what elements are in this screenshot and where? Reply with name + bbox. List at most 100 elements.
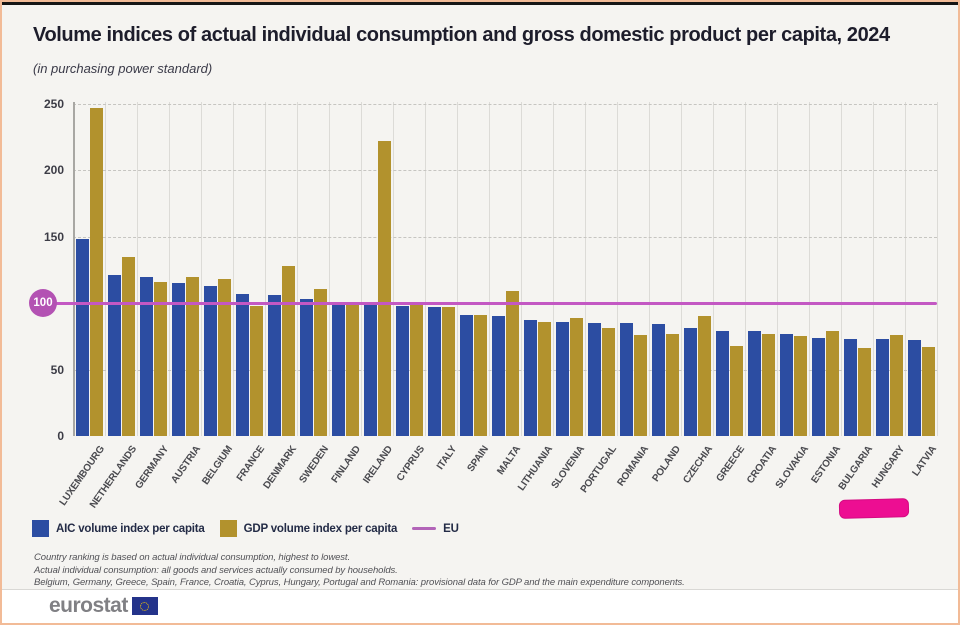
vertical-gridline (873, 102, 874, 436)
bar-gdp-bulgaria (857, 348, 871, 436)
bar-gdp-sweden (313, 288, 327, 436)
bar-gdp-greece (729, 345, 743, 436)
bar-gdp-czechia (697, 316, 711, 436)
vertical-gridline (361, 102, 362, 436)
eu-reference-line (50, 302, 937, 306)
bar-gdp-italy (441, 307, 455, 436)
vertical-gridline (105, 102, 106, 436)
legend-item-aic: AIC volume index per capita (32, 520, 205, 537)
bar-aic-cyprus (396, 305, 409, 436)
eu-100-badge: 100 (29, 289, 57, 318)
bar-gdp-latvia (921, 347, 935, 436)
bar-aic-finland (332, 301, 345, 436)
vertical-gridline (169, 102, 170, 436)
vertical-gridline (937, 102, 938, 436)
vertical-gridline (201, 102, 202, 436)
bar-gdp-ireland (377, 141, 391, 436)
bar-gdp-slovenia (569, 317, 583, 436)
bar-aic-greece (716, 331, 729, 436)
bar-aic-estonia (812, 337, 825, 436)
bar-gdp-malta (505, 291, 519, 436)
bar-gdp-luxembourg (89, 107, 103, 436)
bar-gdp-france (249, 305, 263, 436)
vertical-gridline (905, 102, 906, 436)
bar-gdp-romania (633, 335, 647, 436)
horizontal-gridline (73, 170, 937, 172)
y-axis-tick-label: 0 (57, 429, 64, 443)
y-axis-tick-label: 150 (43, 229, 64, 244)
legend-label-gdp: GDP volume index per capita (243, 522, 398, 535)
horizontal-gridline (73, 369, 937, 371)
horizontal-gridline (73, 104, 937, 105)
bar-gdp-belgium (217, 279, 231, 436)
bar-aic-denmark (268, 295, 281, 436)
vertical-gridline (841, 102, 842, 436)
top-border-bar (2, 2, 958, 5)
bar-gdp-austria (185, 276, 199, 436)
gdp-color-swatch (219, 520, 237, 537)
vertical-gridline (553, 102, 554, 436)
bar-aic-netherlands (108, 275, 121, 436)
vertical-gridline (489, 102, 490, 436)
eurostat-logo-text: eurostat (49, 594, 128, 617)
vertical-gridline (809, 102, 810, 436)
bar-aic-croatia (748, 331, 761, 436)
bar-aic-bulgaria (844, 339, 857, 436)
page-subtitle: (in purchasing power standard) (33, 61, 213, 76)
footnote-line: Belgium, Germany, Greece, Spain, France,… (34, 577, 685, 588)
eu-flag-icon (131, 597, 158, 615)
bar-gdp-slovakia (793, 336, 807, 436)
bar-gdp-hungary (889, 335, 903, 436)
vertical-gridline (649, 102, 650, 436)
vertical-gridline (425, 102, 426, 436)
bar-aic-italy (428, 307, 441, 436)
bar-aic-latvia (908, 340, 921, 436)
vertical-gridline (617, 102, 618, 436)
bar-gdp-spain (473, 315, 487, 436)
vertical-gridline (521, 102, 522, 436)
bar-gdp-croatia (761, 333, 775, 436)
bar-aic-hungary (876, 339, 889, 436)
legend-label-eu: EU (443, 522, 459, 535)
bar-aic-germany (140, 276, 153, 436)
legend-item-eu: EU (412, 523, 459, 535)
vertical-gridline (265, 102, 266, 436)
y-axis-tick-label: 200 (43, 163, 64, 178)
eu-line-swatch (412, 527, 437, 530)
bar-aic-sweden (300, 299, 313, 436)
bar-gdp-cyprus (409, 304, 423, 436)
y-axis-line (73, 102, 75, 436)
legend-item-gdp: GDP volume index per capita (219, 520, 398, 537)
vertical-gridline (681, 102, 682, 436)
vertical-gridline (777, 102, 778, 436)
bar-aic-poland (652, 324, 665, 436)
aic-color-swatch (32, 520, 49, 537)
bar-gdp-finland (345, 301, 359, 436)
bar-aic-france (236, 293, 249, 436)
vertical-gridline (329, 102, 330, 436)
legend-label-aic: AIC volume index per capita (56, 522, 205, 535)
footer-band: eurostat (2, 591, 958, 623)
bar-aic-spain (460, 315, 473, 436)
vertical-gridline (745, 102, 746, 436)
bar-gdp-estonia (825, 331, 839, 436)
bar-aic-lithuania (524, 320, 537, 436)
y-axis-tick-label: 50 (50, 362, 64, 377)
y-axis-tick-label: 250 (43, 97, 64, 111)
footnote-line: Country ranking is based on actual indiv… (34, 552, 351, 563)
bar-aic-portugal (588, 323, 601, 436)
footnote-line: Actual individual consumption: all goods… (34, 564, 398, 576)
bar-gdp-denmark (281, 266, 295, 436)
vertical-gridline (137, 102, 138, 436)
bar-gdp-poland (665, 333, 679, 436)
bar-gdp-portugal (601, 328, 615, 436)
bar-gdp-lithuania (537, 321, 551, 436)
vertical-gridline (297, 102, 298, 436)
bar-aic-austria (172, 283, 185, 436)
footnotes: Country ranking is based on actual indiv… (34, 552, 685, 590)
pink-highlight-marker (838, 498, 910, 519)
chart-legend: AIC volume index per capita GDP volume i… (32, 520, 459, 537)
horizontal-gridline (73, 236, 937, 238)
